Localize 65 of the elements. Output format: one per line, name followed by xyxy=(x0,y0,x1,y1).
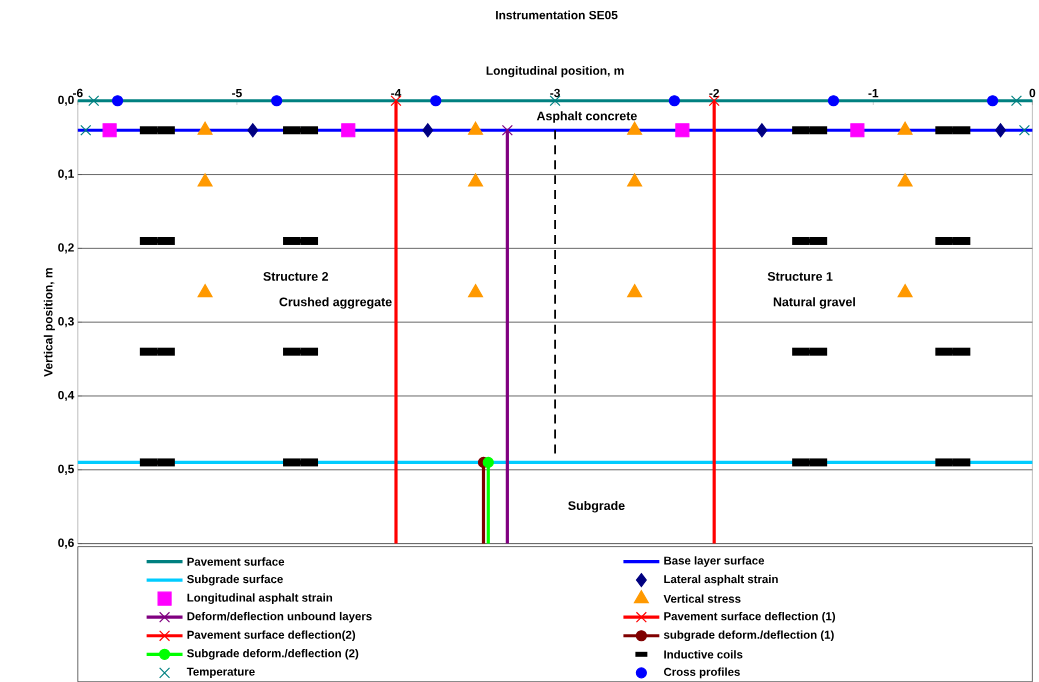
annotation: Crushed aggregate xyxy=(279,297,392,309)
x-tick-label: -2 xyxy=(709,88,720,98)
y-tick-label: 0,3 xyxy=(58,316,74,328)
legend-label: Inductive coils xyxy=(664,650,743,659)
y-axis-title: Vertical position, m xyxy=(43,268,55,377)
x-tick-label: -5 xyxy=(232,88,242,98)
legend-label: Pavement surface xyxy=(187,557,285,566)
point xyxy=(827,95,840,107)
point xyxy=(88,95,100,107)
x-tick-label: 0 xyxy=(1029,88,1036,98)
legend-label: subgrade deform./deflection (1) xyxy=(663,630,834,641)
annotation: Structure 2 xyxy=(263,271,329,281)
y-tick-label: 0,1 xyxy=(58,169,74,180)
annotation: Natural gravel xyxy=(773,297,855,309)
y-tick-label: 0,5 xyxy=(58,464,74,475)
point xyxy=(341,123,356,138)
x-tick-label: -6 xyxy=(72,88,83,98)
legend-label: Subgrade deform./deflection (2) xyxy=(187,648,359,660)
legend-label: Pavement surface deflection(2) xyxy=(187,630,356,641)
point xyxy=(850,123,865,138)
legend-label: Longitudinal asphalt strain xyxy=(187,593,333,604)
x-tick-label: -3 xyxy=(550,88,560,98)
point xyxy=(468,173,484,187)
point xyxy=(897,173,913,187)
point xyxy=(468,283,484,298)
x-tick-label: -1 xyxy=(868,88,879,98)
legend-label: Pavement surface deflection (1) xyxy=(664,611,836,623)
point xyxy=(197,283,213,298)
annotation: Structure 1 xyxy=(767,271,833,281)
point xyxy=(102,123,117,138)
point xyxy=(987,95,999,107)
y-tick-label: 0,4 xyxy=(58,390,75,401)
point xyxy=(80,124,92,136)
legend-label: Cross profiles xyxy=(663,667,740,679)
point xyxy=(271,95,283,107)
annotation: Subgrade xyxy=(568,500,625,513)
point xyxy=(1010,95,1022,107)
point xyxy=(675,123,690,138)
y-tick-label: 0,6 xyxy=(58,538,74,549)
point xyxy=(897,283,913,298)
point xyxy=(197,173,213,187)
x-axis-title: Longitudinal position, m xyxy=(486,65,624,78)
y-tick-label: 0,2 xyxy=(58,243,74,254)
point xyxy=(756,123,768,138)
y-tick-label: 0,0 xyxy=(58,95,74,106)
point xyxy=(627,173,643,187)
legend-label: Base layer surface xyxy=(664,556,765,567)
point xyxy=(627,283,643,298)
point xyxy=(111,95,124,107)
chart-title: Instrumentation SE05 xyxy=(496,10,618,20)
legend-label: Lateral asphalt strain xyxy=(664,574,778,586)
point xyxy=(995,123,1007,138)
legend-label: Temperature xyxy=(186,667,255,678)
point xyxy=(430,95,442,107)
annotation: Asphalt concrete xyxy=(536,111,637,123)
point xyxy=(668,95,680,107)
legend-label: Vertical stress xyxy=(663,594,741,603)
point xyxy=(482,456,494,468)
point xyxy=(422,123,434,138)
legend-label: Subgrade surface xyxy=(187,574,283,586)
x-tick-label: -4 xyxy=(391,88,402,98)
point xyxy=(501,124,513,136)
point xyxy=(247,123,259,138)
legend-label: Deform/deflection unbound layers xyxy=(187,611,372,623)
point xyxy=(1018,124,1030,136)
